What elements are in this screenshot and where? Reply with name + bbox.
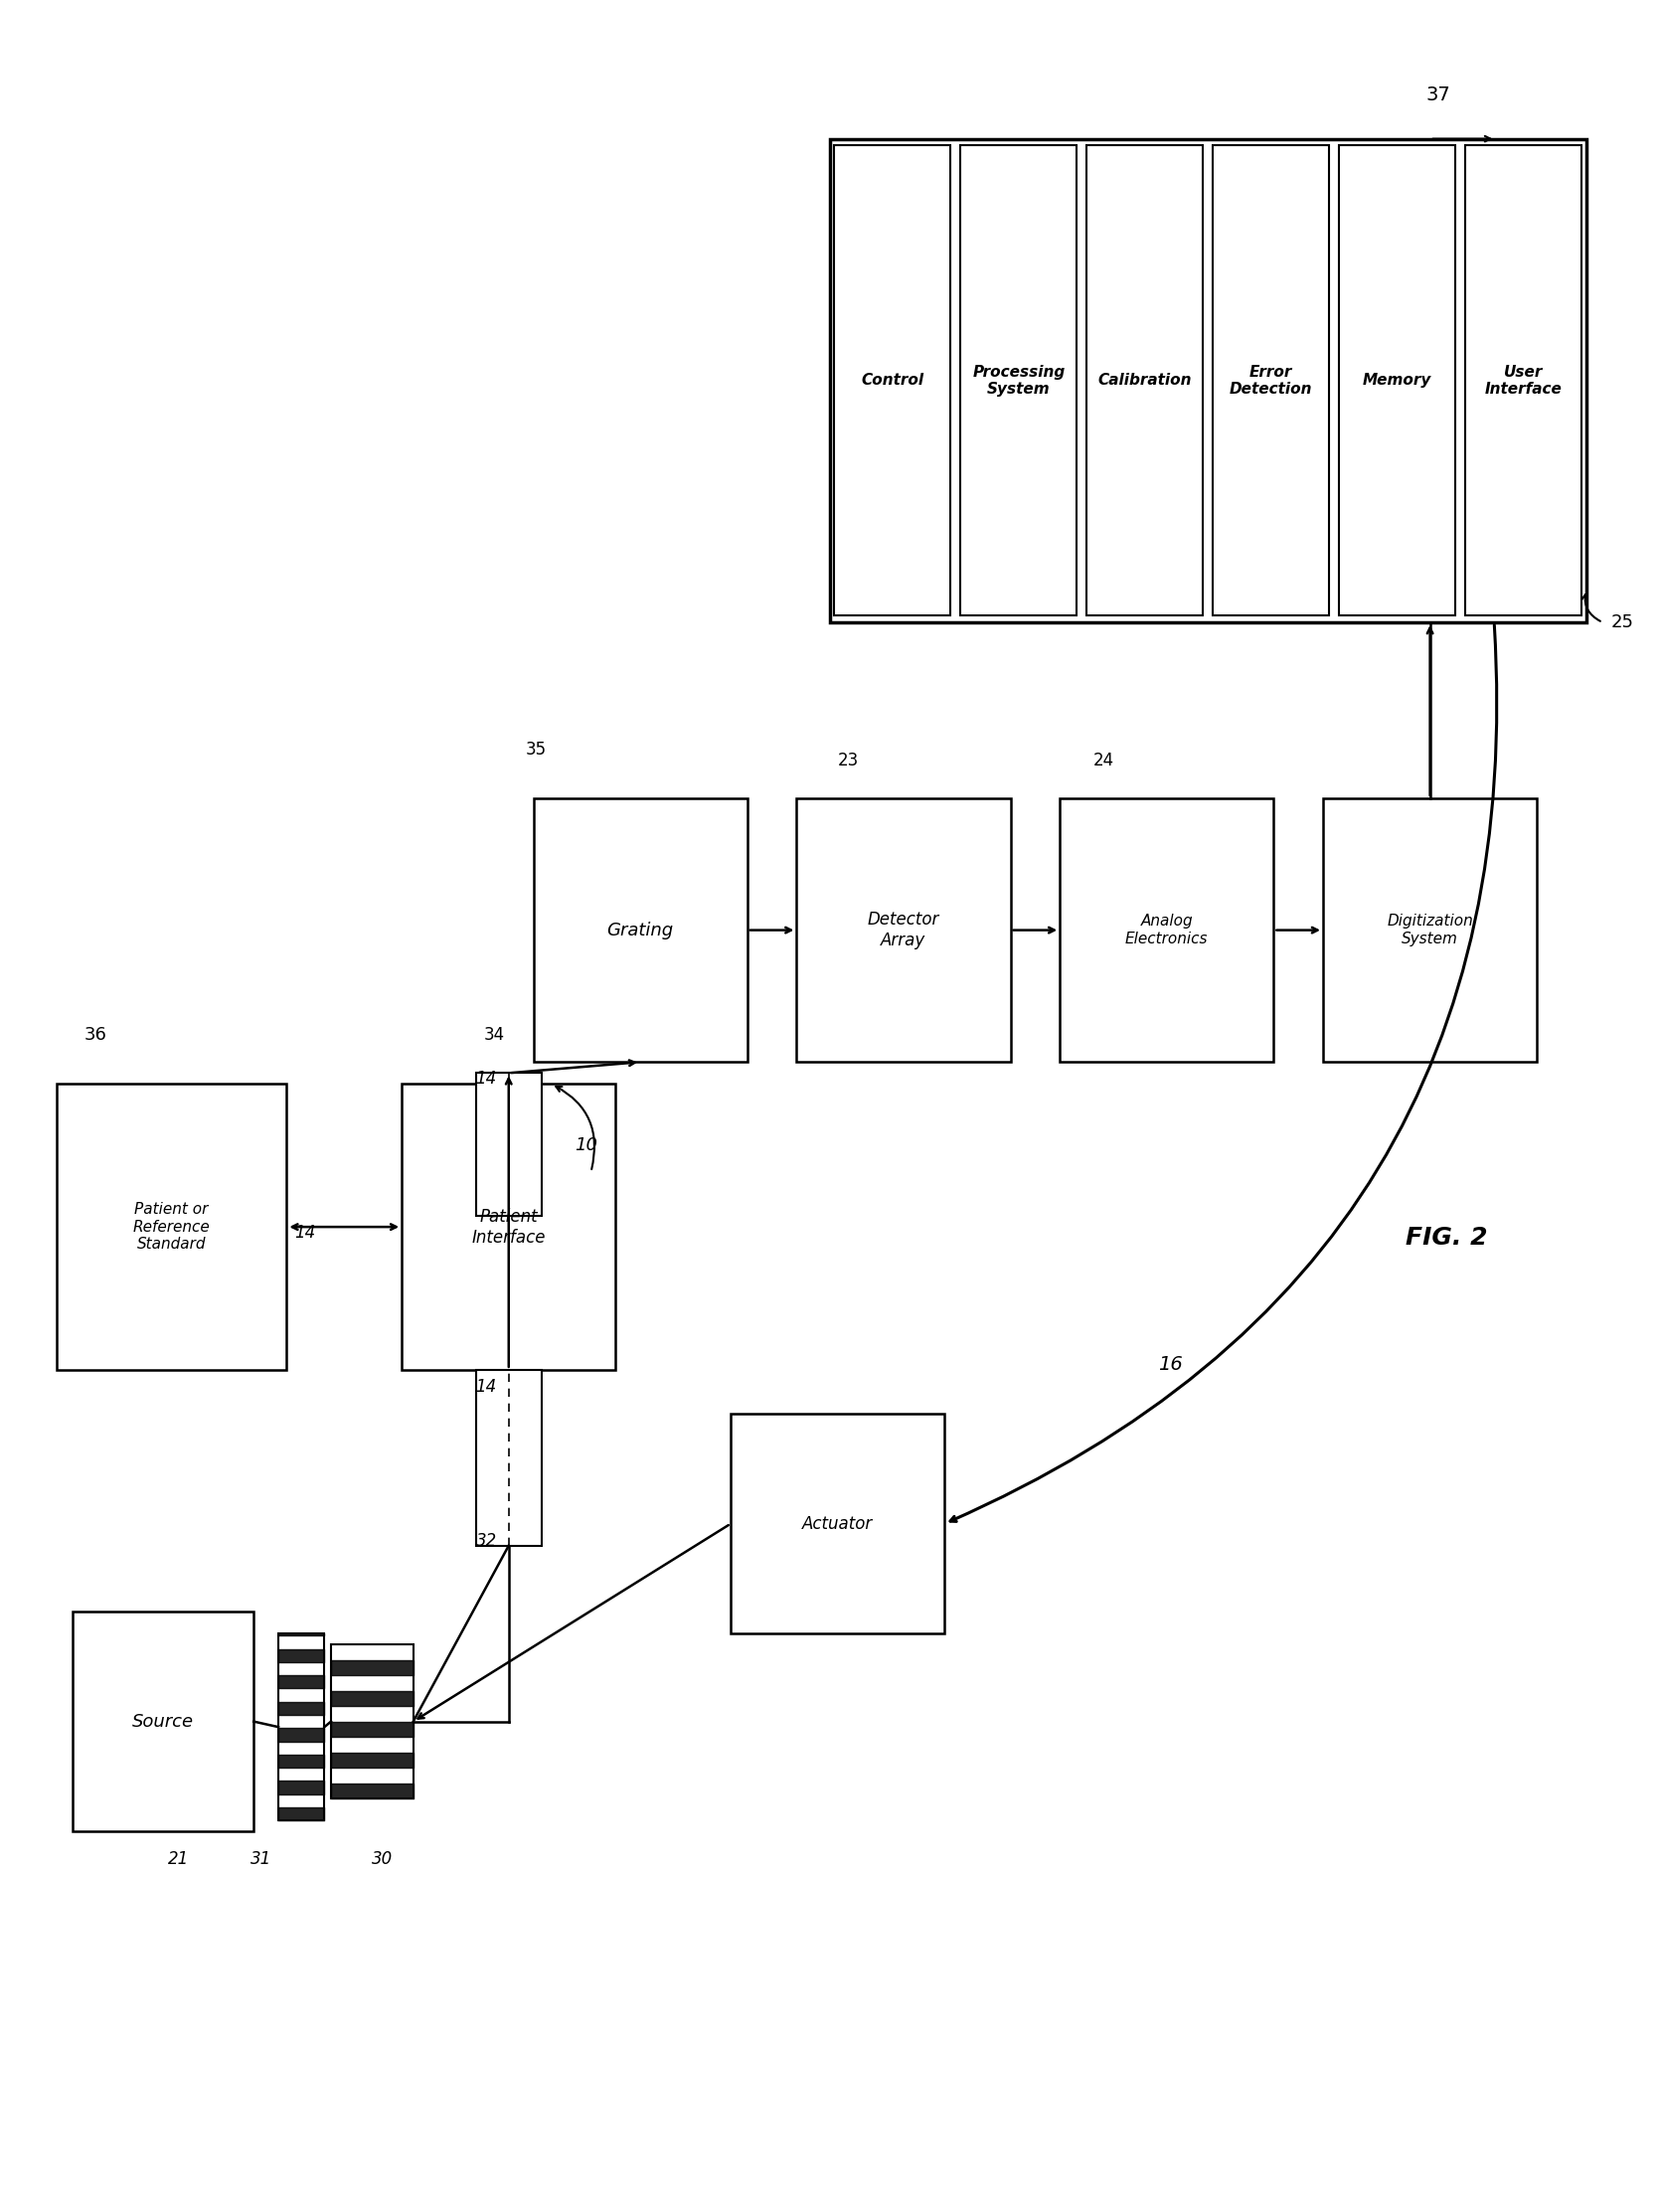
FancyBboxPatch shape	[730, 1413, 944, 1635]
Text: Control: Control	[861, 374, 924, 387]
Text: 14: 14	[476, 1378, 498, 1396]
FancyBboxPatch shape	[332, 1644, 413, 1798]
FancyBboxPatch shape	[1324, 799, 1536, 1062]
FancyBboxPatch shape	[401, 1084, 615, 1369]
FancyBboxPatch shape	[56, 1084, 287, 1369]
Text: Digitization
System: Digitization System	[1387, 914, 1473, 947]
FancyBboxPatch shape	[961, 146, 1077, 615]
FancyBboxPatch shape	[834, 146, 951, 615]
Text: 35: 35	[526, 741, 546, 759]
FancyBboxPatch shape	[73, 1613, 254, 1832]
FancyBboxPatch shape	[476, 1073, 541, 1217]
Text: 21: 21	[168, 1851, 189, 1869]
Text: 16: 16	[1158, 1356, 1183, 1374]
Text: 32: 32	[476, 1531, 498, 1551]
Text: Actuator: Actuator	[803, 1515, 873, 1533]
Text: Grating: Grating	[607, 920, 674, 940]
FancyBboxPatch shape	[1339, 146, 1455, 615]
FancyBboxPatch shape	[279, 1635, 325, 1820]
Text: FIG. 2: FIG. 2	[1405, 1225, 1488, 1250]
Text: Calibration: Calibration	[1098, 374, 1191, 387]
Text: Memory: Memory	[1362, 374, 1432, 387]
Text: Processing
System: Processing System	[972, 365, 1065, 396]
Text: 14: 14	[295, 1223, 315, 1241]
Text: Error
Detection: Error Detection	[1229, 365, 1312, 396]
Text: Source: Source	[133, 1712, 194, 1730]
FancyBboxPatch shape	[1465, 146, 1581, 615]
Text: 10: 10	[574, 1137, 597, 1155]
FancyBboxPatch shape	[1087, 146, 1203, 615]
Text: 31: 31	[251, 1851, 272, 1869]
Text: 30: 30	[372, 1851, 393, 1869]
Text: Patient
Interface: Patient Interface	[471, 1208, 546, 1245]
Text: Detector
Array: Detector Array	[868, 911, 939, 949]
Text: 25: 25	[1611, 613, 1634, 630]
Text: 34: 34	[484, 1026, 504, 1044]
Text: 36: 36	[85, 1026, 106, 1044]
Text: Analog
Electronics: Analog Electronics	[1125, 914, 1208, 947]
Text: 14: 14	[476, 1071, 498, 1088]
FancyBboxPatch shape	[1060, 799, 1274, 1062]
Text: User
Interface: User Interface	[1485, 365, 1561, 396]
FancyBboxPatch shape	[830, 139, 1586, 622]
Text: 37: 37	[1427, 86, 1450, 104]
Text: 23: 23	[838, 752, 859, 770]
FancyBboxPatch shape	[796, 799, 1010, 1062]
Text: Patient or
Reference
Standard: Patient or Reference Standard	[133, 1201, 211, 1252]
FancyBboxPatch shape	[476, 1369, 541, 1546]
FancyBboxPatch shape	[533, 799, 747, 1062]
FancyBboxPatch shape	[1213, 146, 1329, 615]
Text: 24: 24	[1093, 752, 1113, 770]
